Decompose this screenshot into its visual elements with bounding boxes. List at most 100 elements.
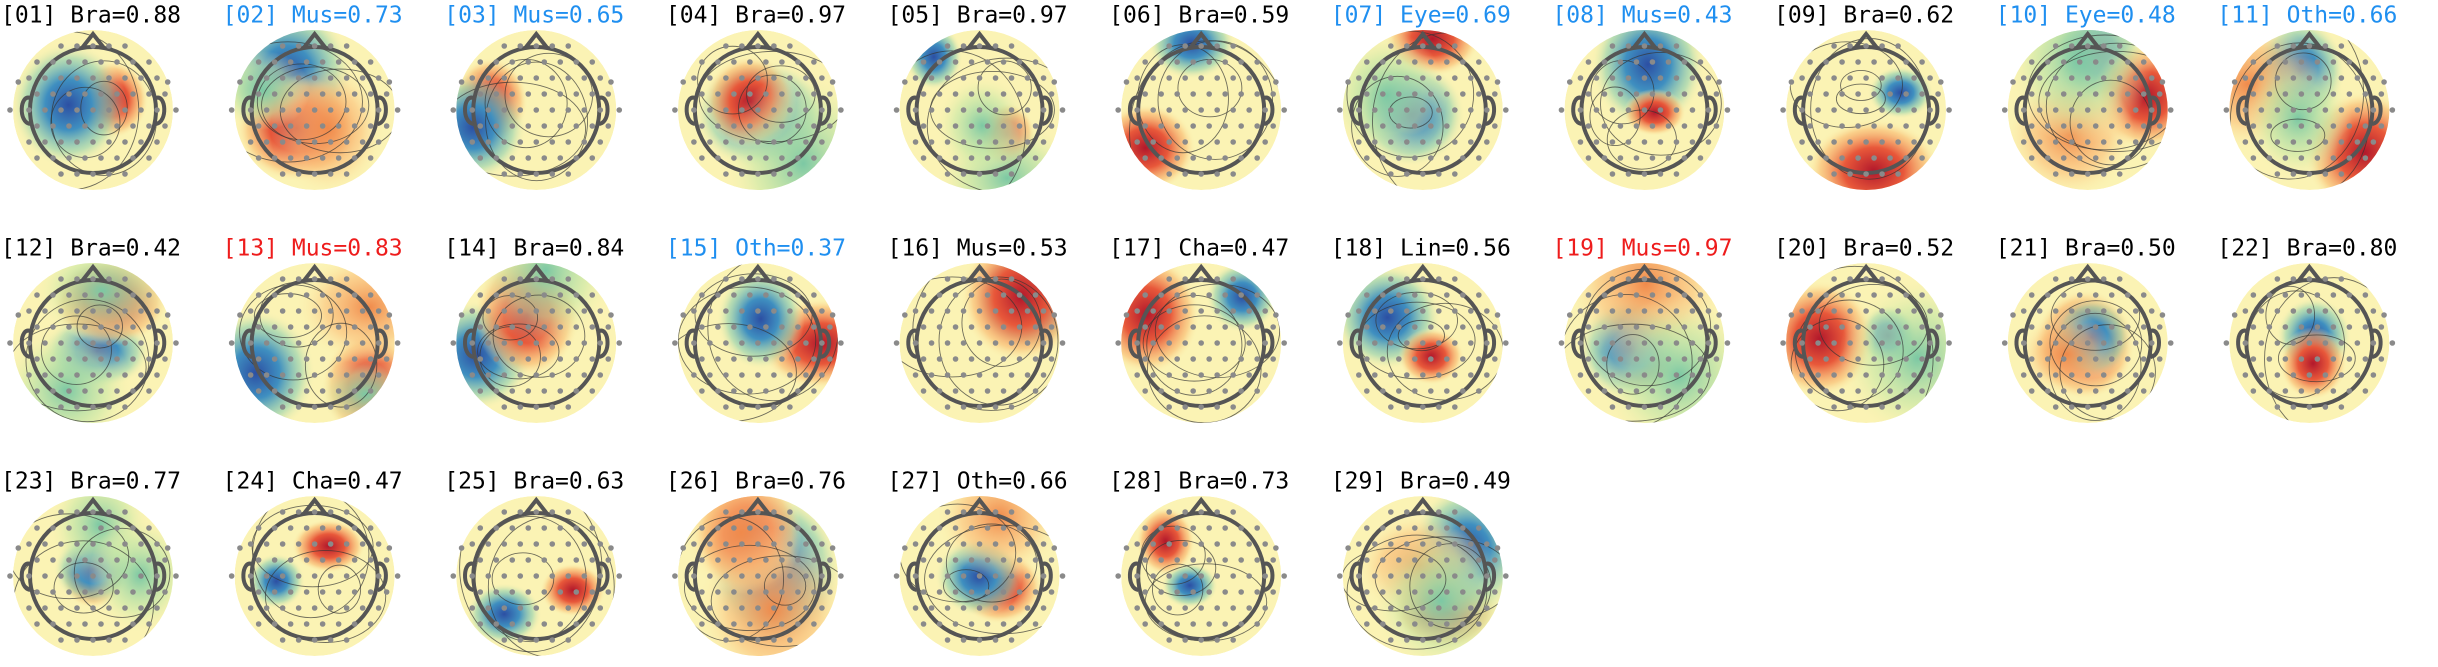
electrode [1665,324,1672,330]
electrode [1262,605,1268,611]
electrode [2052,340,2059,346]
electrode [34,589,40,595]
electrode [1617,59,1624,65]
electrode [1444,292,1450,298]
electrode [1150,340,1156,346]
electrode [122,372,128,378]
electrode [2346,388,2353,394]
electrode [122,107,128,113]
electrode [2250,91,2257,97]
electrode [1166,139,1172,145]
electrode [739,276,745,282]
left-ear [19,95,31,126]
electrode [2306,43,2313,49]
electrode [1633,59,1640,65]
electrode [303,91,310,97]
left-ear [1349,328,1361,359]
electrode [1633,155,1640,161]
electrode [1420,509,1426,515]
electrode [2148,372,2155,378]
electrode [58,308,64,314]
electrode [66,525,72,531]
electrode [902,312,908,318]
electrode [1911,75,1917,81]
electrode [1609,139,1616,145]
electrode [1388,308,1394,314]
electrode [912,107,919,113]
nose [302,496,328,516]
electrode [928,541,935,547]
contour [2265,285,2316,345]
electrode [1158,59,1164,65]
electrode [351,59,358,65]
electrode [1895,340,1901,346]
electrode [2076,356,2083,362]
electrode [984,91,991,97]
electrode [533,308,540,314]
map-blob [540,563,606,617]
electrode [255,388,262,394]
electrode [525,59,532,65]
electrode [2028,123,2035,129]
electrode [1887,91,1893,97]
electrode [1593,107,1600,113]
electrode [1190,589,1196,595]
topomap: [03] Mus=0.65 [444,3,624,190]
electrode [1855,155,1861,161]
electrode [707,605,713,611]
electrode [944,573,951,579]
right-ear [1041,561,1053,592]
component-label: [18] Lin=0.56 [1331,236,1511,262]
electrode [936,155,943,161]
electrode [263,107,270,113]
electrode [2370,139,2377,145]
electrode [827,356,833,362]
electrode [90,171,96,177]
contour [1351,75,1444,177]
electrode [138,573,144,579]
electrode [327,171,334,177]
electrode [58,541,64,547]
electrode [1641,340,1648,346]
electrode [2338,43,2345,49]
electrode [271,356,278,362]
electrode [255,155,262,161]
electrode [763,324,769,330]
electrode [1364,292,1370,298]
electrode [1919,388,1925,394]
component-label: [03] Mus=0.65 [444,3,624,29]
electrode [1879,372,1885,378]
electrode [1788,79,1795,85]
electrode [779,621,785,627]
electrode [1016,91,1023,97]
electrode [1903,155,1909,161]
electrode [122,605,128,611]
electrode [1887,292,1893,298]
map-blob [295,263,395,365]
electrode [803,139,809,145]
electrode [2028,155,2035,161]
electrode [2290,340,2297,346]
electrode [2140,59,2147,65]
electrode [485,308,492,314]
electrode [90,340,96,346]
electrode [819,139,825,145]
electrode [944,43,951,49]
electrode [2167,107,2174,113]
electrode [1476,324,1482,330]
electrode [90,107,96,113]
electrode [680,79,687,85]
electrode [517,637,524,643]
electrode [771,276,777,282]
electrode [2322,340,2329,346]
electrode [589,123,596,129]
electrode [795,388,801,394]
electrode [1404,372,1410,378]
electrode [2100,139,2107,145]
electrode [501,404,508,410]
electrode [1452,541,1458,547]
electrode [311,573,318,579]
electrode [26,541,32,547]
electrode [1476,91,1482,97]
electrode [1665,91,1672,97]
